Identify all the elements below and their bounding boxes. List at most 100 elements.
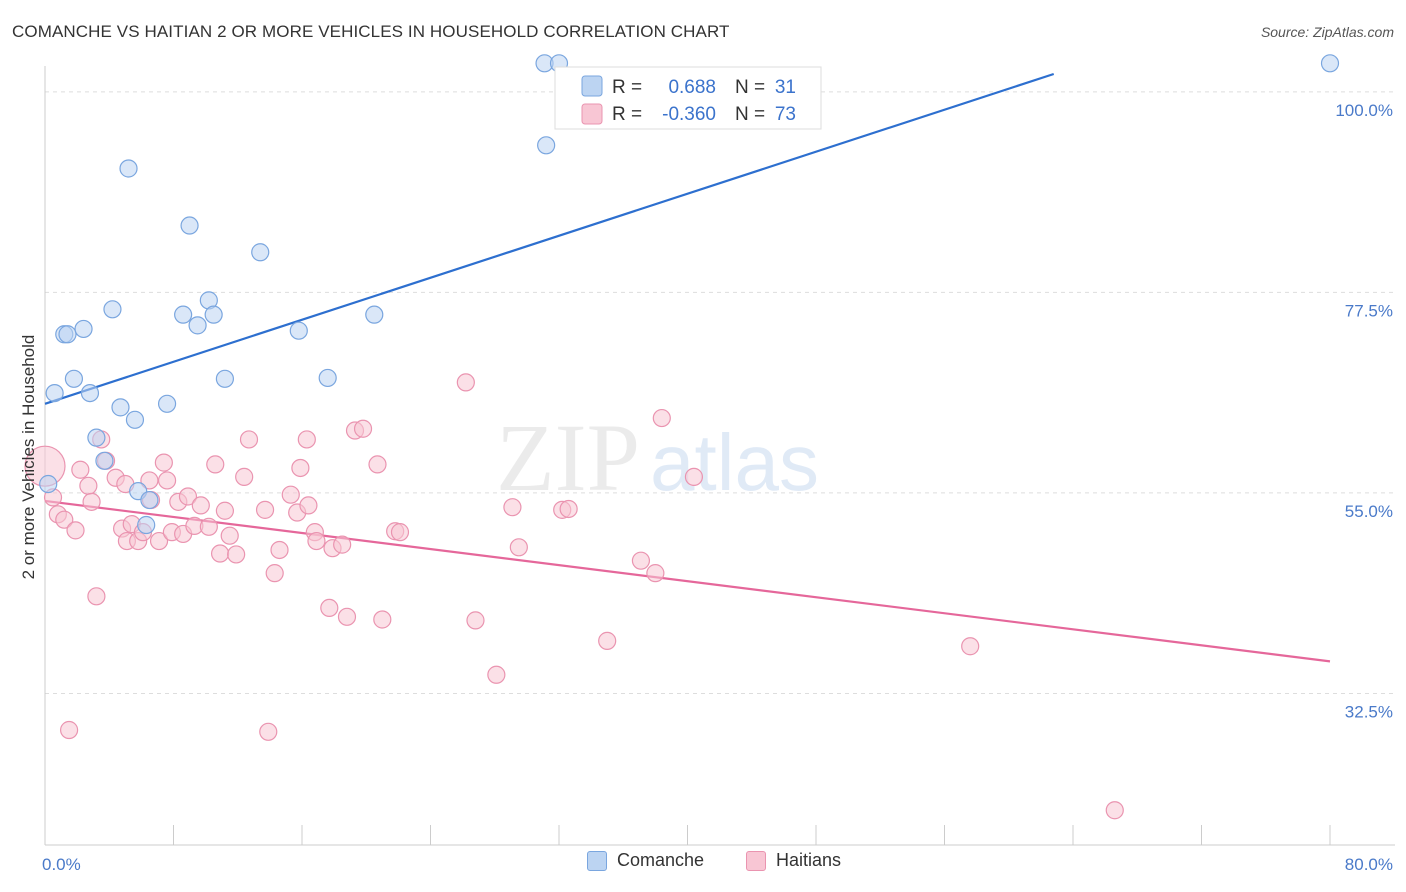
haitians-point-38[interactable] xyxy=(255,500,275,519)
haitians-point-61[interactable] xyxy=(487,665,506,684)
haitians-point-22[interactable] xyxy=(154,453,173,472)
haitians-point-33[interactable] xyxy=(215,501,234,520)
correlation-legend: R = 0.688 N = 31 R = -0.360 N = 73 xyxy=(554,66,822,130)
haitians-point-37[interactable] xyxy=(239,430,259,449)
legend-item-comanche[interactable]: Comanche xyxy=(587,850,704,871)
haitians-trend-line xyxy=(44,499,1331,663)
haitians-swatch xyxy=(746,850,766,871)
comanche-point-16[interactable] xyxy=(157,394,177,413)
y-axis-label: 2 or more Vehicles in Household xyxy=(19,335,38,580)
haitians-point-69[interactable] xyxy=(652,408,671,428)
comanche-swatch xyxy=(587,850,607,871)
comanche-point-0[interactable] xyxy=(39,474,58,494)
haitians-point-48[interactable] xyxy=(307,531,326,551)
haitians-point-46[interactable] xyxy=(299,496,318,515)
haitians-point-70[interactable] xyxy=(684,467,704,486)
comanche-point-10[interactable] xyxy=(111,398,130,417)
comanche-point-18[interactable] xyxy=(180,216,199,235)
x-tick-labels: 0.0% 80.0% xyxy=(42,855,1393,874)
legend-item-haitians[interactable]: Haitians xyxy=(746,850,841,871)
haitians-point-3[interactable] xyxy=(55,510,74,529)
comanche-point-8[interactable] xyxy=(95,451,114,470)
haitians-point-62[interactable] xyxy=(503,498,522,517)
haitians-point-4[interactable] xyxy=(59,720,79,740)
haitians-point-59[interactable] xyxy=(456,373,475,392)
haitians-point-19[interactable] xyxy=(140,471,159,490)
haitians-point-60[interactable] xyxy=(466,611,485,630)
comanche-point-21[interactable] xyxy=(204,305,223,324)
haitians-point-39[interactable] xyxy=(259,722,278,741)
comanche-point-24[interactable] xyxy=(289,321,308,340)
haitians-point-32[interactable] xyxy=(210,544,230,563)
haitians-point-67[interactable] xyxy=(631,551,651,570)
chart-title: COMANCHE VS HAITIAN 2 OR MORE VEHICLES I… xyxy=(12,22,730,41)
x-tick-label-1: 80.0% xyxy=(1345,855,1393,874)
comanche-point-28[interactable] xyxy=(537,136,556,155)
legend-n-label-comanche: N = xyxy=(735,77,765,98)
haitians-point-8[interactable] xyxy=(82,492,101,511)
haitians-point-31[interactable] xyxy=(206,455,225,474)
haitians-point-51[interactable] xyxy=(333,535,352,554)
comanche-point-1[interactable] xyxy=(45,383,64,403)
haitians-point-49[interactable] xyxy=(320,598,339,618)
legend-swatch-comanche xyxy=(581,75,603,97)
haitians-point-5[interactable] xyxy=(66,521,85,540)
haitians-point-9[interactable] xyxy=(87,587,106,606)
haitians-point-34[interactable] xyxy=(220,526,239,545)
haitians-point-71[interactable] xyxy=(961,637,980,656)
haitians-point-7[interactable] xyxy=(79,476,98,495)
comanche-point-15[interactable] xyxy=(140,490,159,510)
haitians-point-27[interactable] xyxy=(178,487,198,506)
haitians-point-44[interactable] xyxy=(291,458,310,478)
comanche-point-14[interactable] xyxy=(137,515,156,535)
x-tick-label-0: 0.0% xyxy=(42,855,81,874)
comanche-trend-line xyxy=(44,72,1055,405)
legend-r-value-comanche: 0.688 xyxy=(668,77,716,98)
haitians-point-65[interactable] xyxy=(559,499,578,519)
haitians-point-54[interactable] xyxy=(353,419,373,438)
haitians-point-35[interactable] xyxy=(227,545,246,564)
comanche-point-11[interactable] xyxy=(119,159,138,178)
haitians-point-21[interactable] xyxy=(149,531,169,551)
haitians-point-23[interactable] xyxy=(157,471,177,490)
haitians-point-55[interactable] xyxy=(368,455,387,474)
comanche-point-25[interactable] xyxy=(318,368,337,388)
source-label: Source: ZipAtlas.com xyxy=(1260,24,1394,40)
comanche-point-30[interactable] xyxy=(1320,54,1340,73)
haitians-point-72[interactable] xyxy=(1105,801,1124,820)
comanche-point-26[interactable] xyxy=(365,305,384,324)
comanche-point-22[interactable] xyxy=(215,369,234,388)
comanche-point-19[interactable] xyxy=(188,316,207,335)
comanche-point-23[interactable] xyxy=(251,243,270,262)
haitians-point-52[interactable] xyxy=(337,607,357,626)
haitians-point-36[interactable] xyxy=(235,467,254,486)
comanche-point-4[interactable] xyxy=(64,369,84,388)
comanche-point-12[interactable] xyxy=(125,410,145,429)
haitians-point-58[interactable] xyxy=(390,523,410,542)
comanche-point-9[interactable] xyxy=(103,300,122,319)
legend-swatch-haitians xyxy=(581,103,603,125)
haitians-point-68[interactable] xyxy=(646,564,665,583)
comanche-point-5[interactable] xyxy=(74,319,93,339)
watermark: ZIP atlas xyxy=(496,404,819,511)
haitians-point-40[interactable] xyxy=(265,564,284,583)
legend-r-label-haitians: R = xyxy=(612,104,642,125)
legend-n-label-haitians: N = xyxy=(735,104,765,125)
haitians-point-29[interactable] xyxy=(191,496,210,515)
haitians-point-56[interactable] xyxy=(373,610,392,629)
comanche-point-17[interactable] xyxy=(174,305,193,324)
haitians-point-66[interactable] xyxy=(598,631,617,650)
comanche-point-6[interactable] xyxy=(80,383,100,403)
comanche-point-3[interactable] xyxy=(58,325,77,344)
legend-r-label-comanche: R = xyxy=(612,77,642,98)
haitians-point-42[interactable] xyxy=(281,485,300,504)
haitians-point-6[interactable] xyxy=(71,460,90,479)
legend-n-value-comanche: 31 xyxy=(775,77,796,98)
watermark-zip: ZIP xyxy=(496,404,640,511)
haitians-point-45[interactable] xyxy=(297,430,316,449)
y-tick-label-2: 77.5% xyxy=(1345,301,1393,320)
haitians-point-63[interactable] xyxy=(509,538,528,557)
haitians-point-41[interactable] xyxy=(270,540,289,560)
comanche-point-7[interactable] xyxy=(87,428,106,447)
haitians-point-30[interactable] xyxy=(199,517,218,536)
